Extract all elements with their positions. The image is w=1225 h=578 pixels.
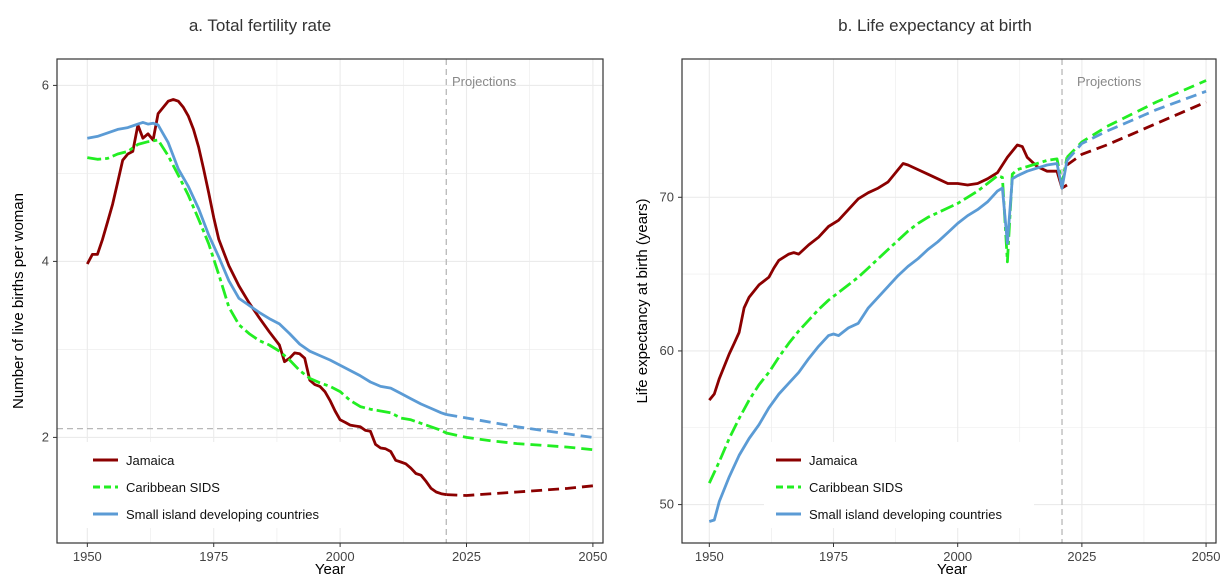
panel-a-x-axis-title: Year [315,561,345,578]
panel-b-series-jamaica-projection-line [1066,100,1207,167]
panel-a-legend: Jamaica Caribbean SIDS Small island develo… [81,442,351,528]
panel-a-x-tick-label: 2050 [578,549,607,564]
panel-b-x-tick-label: 1950 [695,549,724,564]
panel-a-series-caribbean-line [87,138,447,435]
panel-b-series-group [708,79,1207,523]
panel-a-series-sids-line [87,121,447,416]
panel-b-projection-label: Projections [1077,74,1142,89]
panel-b-legend-label-sids: Small island developing countries [809,507,1002,522]
panel-b-x-tick-label: 2025 [1067,549,1096,564]
panel-a-title: a. Total fertility rate [189,16,331,35]
panel-a-series-jamaica-line [86,98,447,496]
panel-b-x-axis-title: Year [937,561,967,578]
panel-b-x-tick-label: 2000 [943,549,972,564]
panel-a-legend-background [81,442,351,528]
panel-b-x-tick-label: 1975 [819,549,848,564]
panel-b-series-jamaica-line [708,143,1068,401]
panel-a-legend-label-sids: Small island developing countries [126,507,319,522]
panel-b-series-sids-projection-line [1065,89,1207,162]
panel-b-series-sids-line [708,160,1069,523]
panel-b-series-caribbean-line [708,157,1069,484]
panel-b: Projections 1950 1975 2000 2025 2050 50 60 70 b. … [634,16,1221,578]
panel-a-x-tick-label: 1950 [73,549,102,564]
panel-a-projection-label: Projections [452,74,517,89]
panel-b-x-tick-label: 2050 [1192,549,1221,564]
panel-a-y-tick-label: 4 [42,253,49,268]
panel-b-legend-label-caribbean: Caribbean SIDS [809,480,903,495]
panel-a-series-sids-projection-line [446,413,594,439]
panel-a-y-tick-label: 2 [42,429,49,444]
panel-a-x-tick-label: 1975 [199,549,228,564]
panel-b-y-tick-label: 70 [660,189,674,204]
panel-b-legend: Jamaica Caribbean SIDS Small island develo… [764,442,1034,528]
panel-b-y-axis-title: Life expectancy at birth (years) [634,198,651,403]
panel-a-y-tick-label: 6 [42,77,49,92]
panel-a-series-caribbean-projection-line [446,431,594,452]
panel-a-x-tick-label: 2000 [326,549,355,564]
panel-b-legend-label-jamaica: Jamaica [809,453,858,468]
panel-a-x-tick-label: 2025 [452,549,481,564]
panel-a: Projections 1950 1975 2000 2025 2050 2 4 6 a. Tot… [10,16,607,578]
panel-b-title: b. Life expectancy at birth [838,16,1032,35]
panel-a-panel-border [56,58,604,544]
panel-b-y-tick-label: 50 [660,497,674,512]
panel-a-series-group [86,98,594,497]
panel-b-panel-border [681,58,1217,544]
panel-a-y-axis-title: Number of live births per woman [10,193,27,409]
panel-b-legend-background [764,442,1034,528]
panel-a-series-jamaica-projection-line [446,484,594,497]
panel-b-y-tick-label: 60 [660,343,674,358]
panel-a-legend-label-caribbean: Caribbean SIDS [126,480,220,495]
panel-a-legend-label-jamaica: Jamaica [126,453,175,468]
